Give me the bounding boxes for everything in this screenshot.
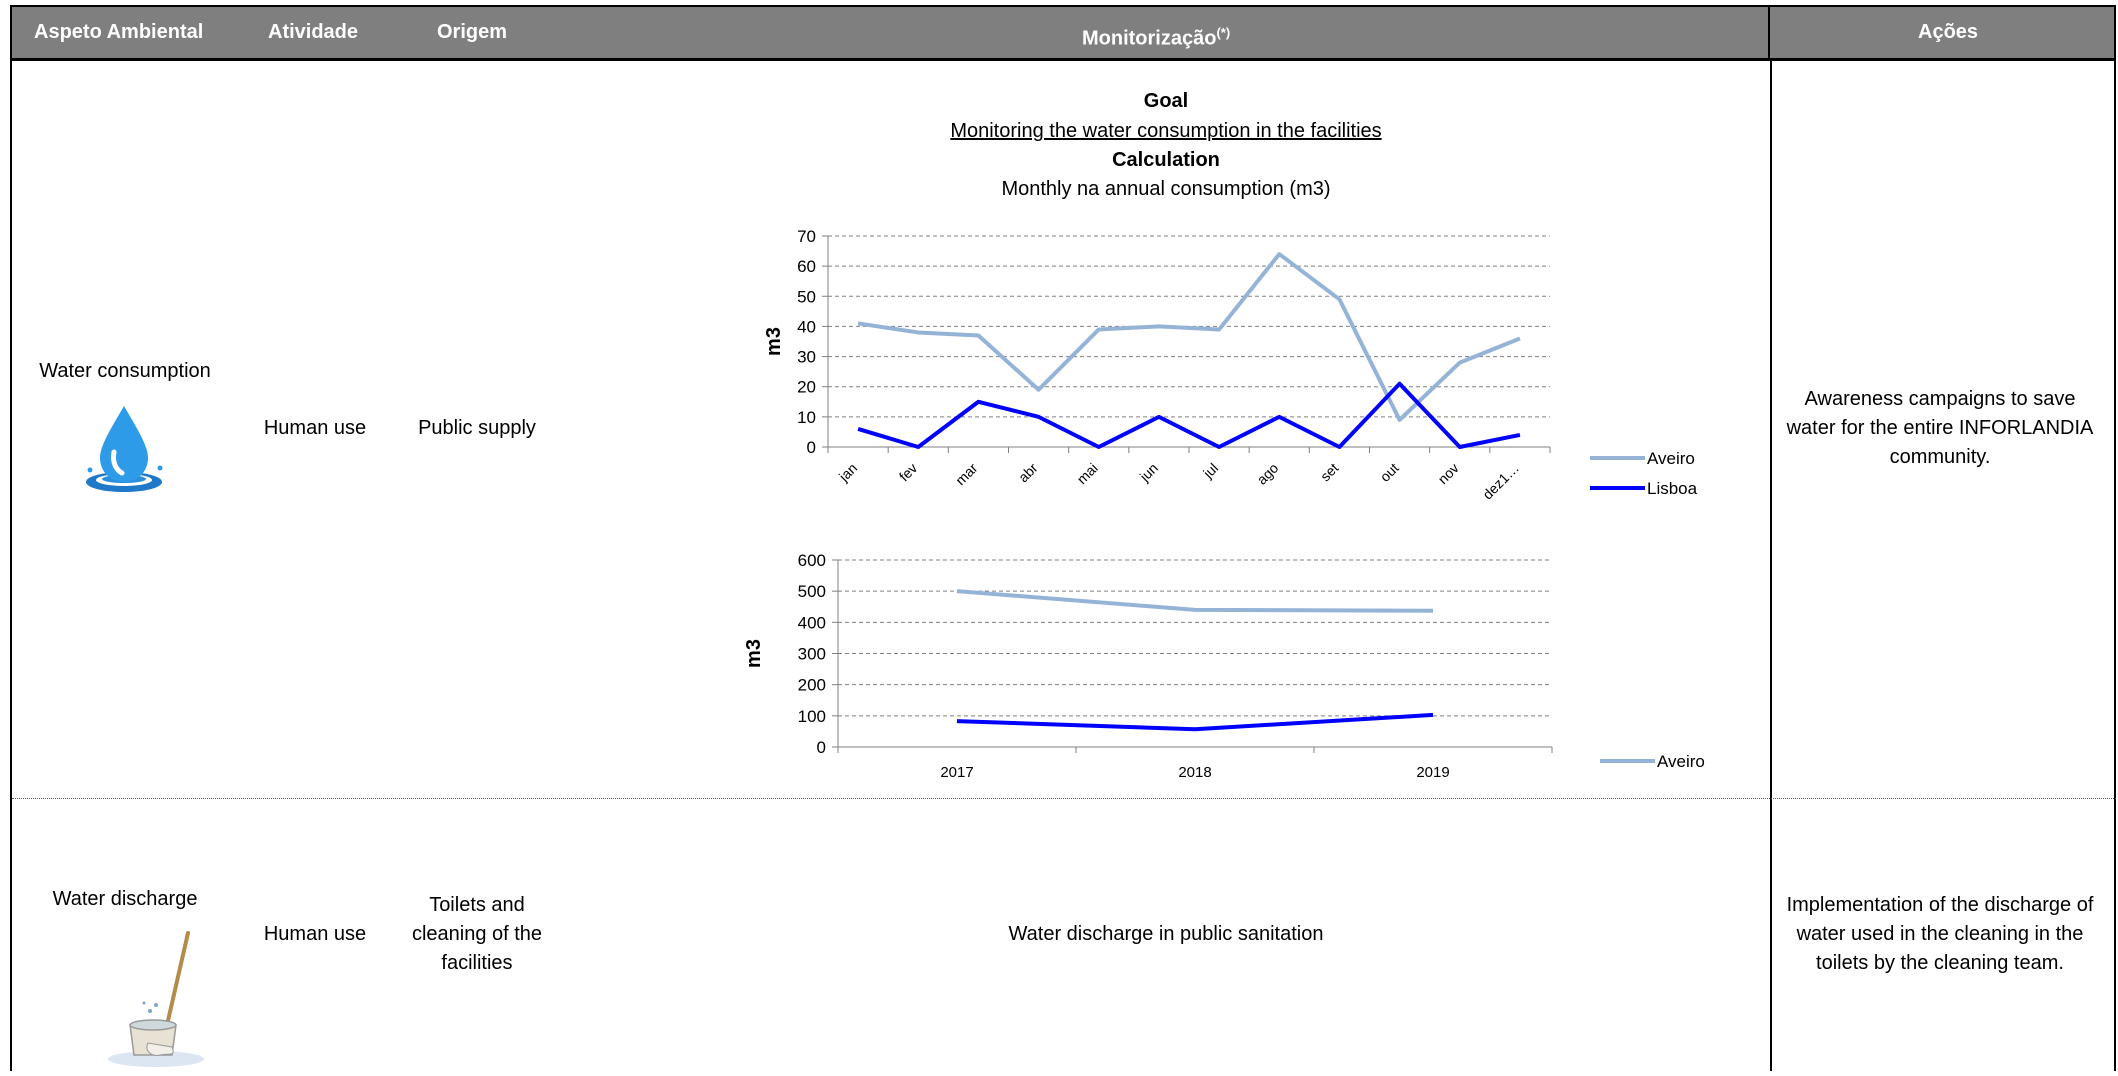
row1-aspeto: Water consumption	[20, 357, 230, 386]
table-header: Aspeto Ambiental Atividade Origem Monito…	[12, 7, 2114, 61]
x-tick-label: ago	[1254, 460, 1282, 488]
row-divider	[12, 798, 1770, 799]
y-tick-label: 20	[797, 378, 816, 397]
y-tick-label: 10	[797, 408, 816, 427]
x-tick-label: abr	[1015, 460, 1041, 486]
monthly-consumption-chart: 0 10 20 30 40 50 60 70 jan fev mar abr mai jun jul ago s…	[740, 220, 1740, 520]
goal-text: Monitoring the water consumption in the …	[860, 117, 1472, 146]
calculation-text: Monthly na annual consumption (m3)	[860, 175, 1472, 204]
header-divider	[1768, 7, 1770, 58]
y-tick-label: 0	[807, 438, 816, 457]
y-tick-label: 400	[798, 613, 826, 632]
legend-label: Aveiro	[1657, 752, 1705, 771]
header-monitorizacao-sup: (*)	[1216, 25, 1230, 40]
x-tick-label: 2017	[940, 764, 973, 781]
y-tick-label: 300	[798, 645, 826, 664]
legend-label: Lisboa	[1647, 479, 1698, 498]
x-tick-label: mar	[952, 460, 981, 489]
row2-atividade: Human use	[250, 920, 380, 949]
y-tick-label: 30	[797, 348, 816, 367]
x-tick-label: dez1…	[1479, 460, 1522, 503]
header-monitorizacao: Monitorização(*)	[1082, 7, 1230, 58]
mop-bucket-icon	[100, 925, 220, 1071]
calculation-label: Calculation	[860, 146, 1472, 175]
x-tick-label: 2018	[1178, 764, 1211, 781]
y-tick-label: 40	[797, 317, 816, 336]
x-tick-label: jun	[1136, 460, 1161, 485]
header-atividade: Atividade	[268, 7, 358, 58]
x-tick-label: 2019	[1416, 764, 1449, 781]
row2-monitor-text: Water discharge in public sanitation	[860, 920, 1472, 949]
series-line-1	[858, 254, 1520, 420]
legend-label: Aveiro	[1647, 449, 1695, 468]
y-tick-label: 50	[797, 287, 816, 306]
x-tick-label: nov	[1435, 460, 1462, 487]
y-axis-label: m3	[763, 327, 785, 356]
row1-origem: Public supply	[392, 414, 562, 443]
header-aspeto: Aspeto Ambiental	[34, 7, 203, 58]
row1-acoes: Awareness campaigns to save water for th…	[1780, 385, 2100, 472]
row2-origem: Toilets and cleaning of the facilities	[392, 891, 562, 978]
x-tick-label: out	[1377, 460, 1402, 485]
header-origem: Origem	[437, 7, 507, 58]
column-divider	[1770, 61, 1772, 1071]
y-tick-label: 60	[797, 257, 816, 276]
y-tick-label: 100	[798, 707, 826, 726]
y-axis-label: m3	[743, 639, 765, 668]
row2-acoes: Implementation of the discharge of water…	[1780, 891, 2100, 978]
row1-atividade: Human use	[250, 414, 380, 443]
x-tick-label: fev	[896, 460, 921, 485]
y-tick-label: 0	[817, 738, 826, 757]
series-line-2	[957, 715, 1433, 729]
water-drop-icon	[80, 402, 170, 497]
series-line-1	[957, 591, 1433, 611]
y-tick-label: 500	[798, 582, 826, 601]
x-tick-label: jan	[835, 460, 860, 485]
annual-consumption-chart: 0 100 200 300 400 500 600 2017 2018 2019 m3 Aveiro	[740, 540, 1740, 790]
header-acoes: Ações	[1918, 7, 1978, 58]
row-divider-actions	[1771, 798, 2116, 799]
row2-aspeto: Water discharge	[20, 885, 230, 914]
y-tick-label: 200	[798, 676, 826, 695]
y-tick-label: 70	[797, 227, 816, 246]
series-line-2	[858, 384, 1520, 447]
x-tick-label: mai	[1074, 460, 1101, 487]
goal-label: Goal	[860, 87, 1472, 116]
x-tick-label: set	[1317, 460, 1342, 485]
header-monitorizacao-label: Monitorização	[1082, 28, 1216, 50]
x-tick-label: jul	[1199, 460, 1221, 482]
y-tick-label: 600	[798, 551, 826, 570]
